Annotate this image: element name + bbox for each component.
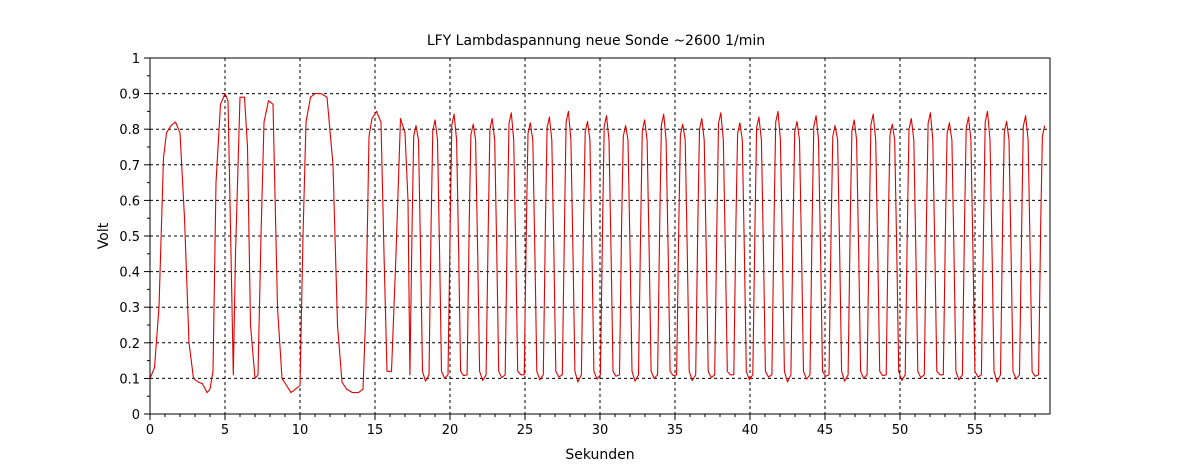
- y-tick-label: 0.9: [119, 88, 140, 103]
- x-tick-label: 15: [367, 423, 384, 438]
- x-tick-label: 50: [892, 423, 909, 438]
- x-tick-label: 40: [742, 423, 759, 438]
- x-tick-label: 5: [221, 423, 229, 438]
- y-tick-label: 0.2: [119, 337, 140, 352]
- y-tick-label: 0.3: [119, 301, 140, 316]
- y-tick-label: 0.6: [119, 194, 140, 209]
- y-tick-label: 1: [132, 52, 140, 67]
- x-tick-label: 45: [817, 423, 834, 438]
- x-tick-label: 10: [292, 423, 309, 438]
- chart-title: LFY Lambdaspannung neue Sonde ~2600 1/mi…: [427, 33, 765, 49]
- x-tick-label: 30: [592, 423, 609, 438]
- x-tick-label: 20: [442, 423, 459, 438]
- y-tick-label: 0.8: [119, 123, 140, 138]
- y-tick-label: 0: [132, 408, 140, 423]
- y-axis-label: Volt: [96, 222, 112, 249]
- y-tick-label: 0.5: [119, 230, 140, 245]
- x-tick-label: 55: [967, 423, 984, 438]
- x-tick-label: 0: [146, 423, 154, 438]
- grid-lines: [150, 58, 1050, 414]
- y-tick-label: 0.4: [119, 266, 140, 281]
- axis-ticks: 0 5 10 15 20 25 30 35 40 45 50 55 0 0.1 0.2 0.3 0.4 0.5 0.…: [119, 52, 1036, 438]
- x-tick-label: 25: [517, 423, 534, 438]
- y-tick-label: 0.7: [119, 159, 140, 174]
- x-axis-label: Sekunden: [565, 447, 634, 463]
- lambda-voltage-line: [149, 93, 1046, 394]
- y-tick-label: 0.1: [119, 372, 140, 387]
- series-layer: [149, 93, 1046, 394]
- x-tick-label: 35: [667, 423, 684, 438]
